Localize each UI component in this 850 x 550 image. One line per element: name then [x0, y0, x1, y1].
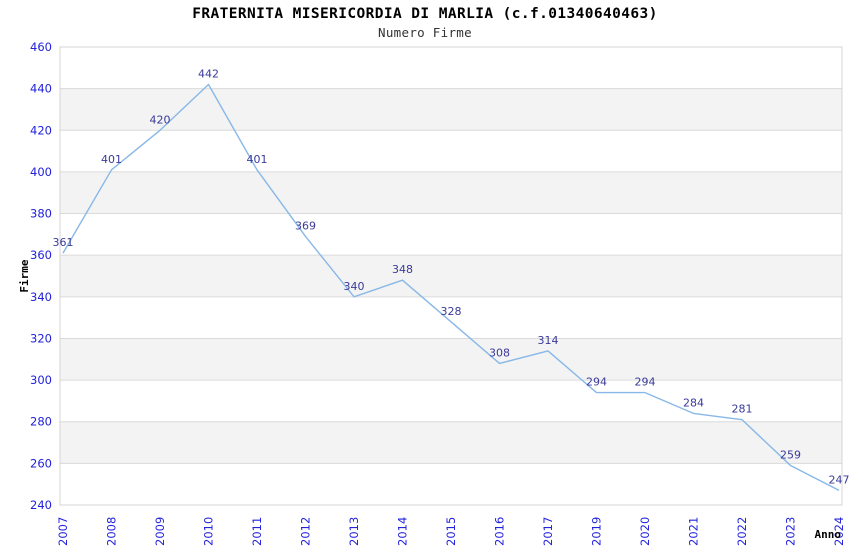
x-tick-label: 2008 [105, 517, 119, 546]
chart-band [60, 338, 842, 381]
y-tick-label: 300 [30, 373, 52, 387]
chart-title: FRATERNITA MISERICORDIA DI MARLIA (c.f.0… [192, 6, 658, 22]
x-tick-label: 2012 [299, 517, 313, 546]
x-tick-label: 2014 [396, 517, 410, 546]
x-tick-label: 2009 [153, 517, 167, 546]
data-label: 284 [683, 396, 704, 409]
chart-band [60, 421, 842, 464]
y-tick-label: 260 [30, 456, 52, 470]
x-tick-label: 2019 [590, 517, 604, 546]
y-tick-label: 280 [30, 415, 52, 429]
data-label: 294 [586, 376, 607, 389]
chart-subtitle: Numero Firme [378, 25, 472, 40]
x-tick-label: 2021 [687, 517, 701, 546]
chart-band [60, 88, 842, 131]
y-axis-title: Firme [18, 259, 31, 292]
x-tick-label: 2013 [347, 517, 361, 546]
y-tick-label: 460 [30, 40, 52, 54]
data-label: 340 [344, 280, 365, 293]
data-label: 420 [150, 113, 171, 126]
data-label: 369 [295, 219, 316, 232]
series-line [62, 83, 840, 492]
data-label: 281 [732, 403, 753, 416]
chart-band [60, 255, 842, 297]
y-tick-label: 440 [30, 82, 52, 96]
x-tick-label: 2023 [784, 517, 798, 546]
x-axis-title: Anno [815, 528, 842, 541]
data-label: 401 [101, 153, 122, 166]
y-tick-label: 400 [30, 165, 52, 179]
x-tick-label: 2017 [541, 517, 555, 546]
x-tick-label: 2015 [444, 517, 458, 546]
data-label: 308 [489, 346, 510, 359]
plot-border [59, 46, 843, 506]
x-tick-label: 2020 [638, 517, 652, 546]
data-label: 294 [635, 376, 656, 389]
x-tick-label: 2022 [735, 517, 749, 546]
x-tick-label: 2007 [56, 517, 70, 546]
y-tick-label: 380 [30, 207, 52, 221]
data-label: 348 [392, 263, 413, 276]
x-tick-label: 2011 [250, 517, 264, 546]
chart-band [60, 171, 842, 214]
data-label: 259 [780, 448, 801, 461]
y-tick-label: 420 [30, 123, 52, 137]
x-tick-label: 2016 [493, 517, 507, 546]
data-label: 442 [198, 67, 219, 80]
y-tick-label: 240 [30, 498, 52, 512]
y-tick-label: 360 [30, 248, 52, 262]
x-tick-label: 2010 [202, 517, 216, 546]
y-tick-label: 320 [30, 331, 52, 345]
data-label: 314 [538, 334, 559, 347]
x-tick-label: 2024 [832, 517, 846, 546]
y-tick-label: 340 [30, 290, 52, 304]
data-label: 401 [247, 153, 268, 166]
data-label: 247 [829, 473, 850, 486]
data-label: 328 [441, 305, 462, 318]
data-label: 361 [53, 236, 74, 249]
